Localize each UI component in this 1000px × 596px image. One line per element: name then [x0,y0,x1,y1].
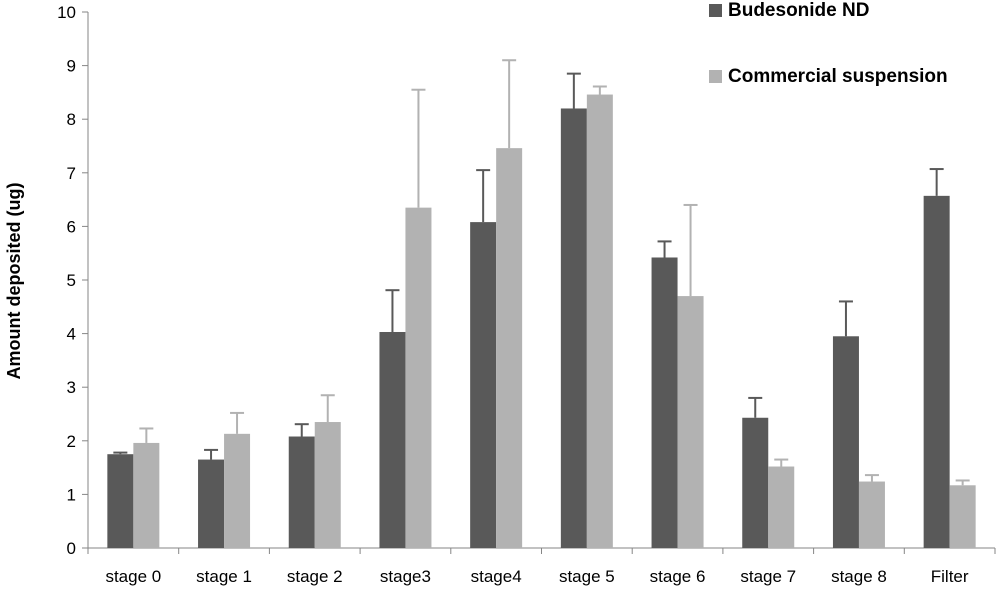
x-tick-label: stage4 [471,567,522,586]
bar [677,296,704,548]
bar [923,195,950,548]
y-tick-label: 10 [57,3,76,22]
bar [949,485,976,548]
x-tick-label: stage 2 [287,567,343,586]
legend-swatch [709,4,722,17]
bar [832,336,859,548]
x-tick-label: stage 6 [650,567,706,586]
y-axis-title: Amount deposited (ug) [4,183,24,380]
bar [224,433,251,548]
x-tick-label: stage 0 [105,567,161,586]
bar [742,417,769,548]
bar [198,459,225,548]
bar [586,94,613,548]
y-tick-labels: 0 1 2 3 4 5 6 7 8 9 10 [57,3,76,558]
legend-swatch [709,70,722,83]
y-tick-label: 6 [67,217,76,236]
legend-label: Commercial suspension [728,66,948,87]
x-tick-label: Filter [931,567,969,586]
x-tick-label: stage 7 [740,567,796,586]
y-tick-label: 0 [67,539,76,558]
error-bars [113,59,970,486]
bar [858,481,885,548]
bar [651,257,678,548]
y-tick-label: 3 [67,378,76,397]
bar [379,331,406,548]
y-tick-label: 1 [67,485,76,504]
x-tick-label: stage 5 [559,567,615,586]
y-tick-label: 9 [67,57,76,76]
bar [405,207,432,548]
bar [133,442,160,548]
legend: Budesonide ND Commercial suspension [709,0,948,87]
bar [768,466,795,548]
y-tick-label: 7 [67,164,76,183]
y-tick-label: 2 [67,432,76,451]
y-tick-label: 4 [67,325,76,344]
bars [107,94,976,549]
bar [107,454,134,548]
x-tick-labels: stage 0 stage 1 stage 2 stage3 stage4 stage 5… [105,567,968,586]
x-tick-label: stage3 [380,567,431,586]
x-tick-label: stage 1 [196,567,252,586]
y-tick-label: 5 [67,271,76,290]
bar [288,436,315,548]
bar [314,422,341,548]
bar [470,222,497,548]
y-tick-label: 8 [67,110,76,129]
bar [560,108,587,548]
bar [496,148,523,549]
x-tick-label: stage 8 [831,567,887,586]
legend-label: Budesonide ND [728,0,869,21]
